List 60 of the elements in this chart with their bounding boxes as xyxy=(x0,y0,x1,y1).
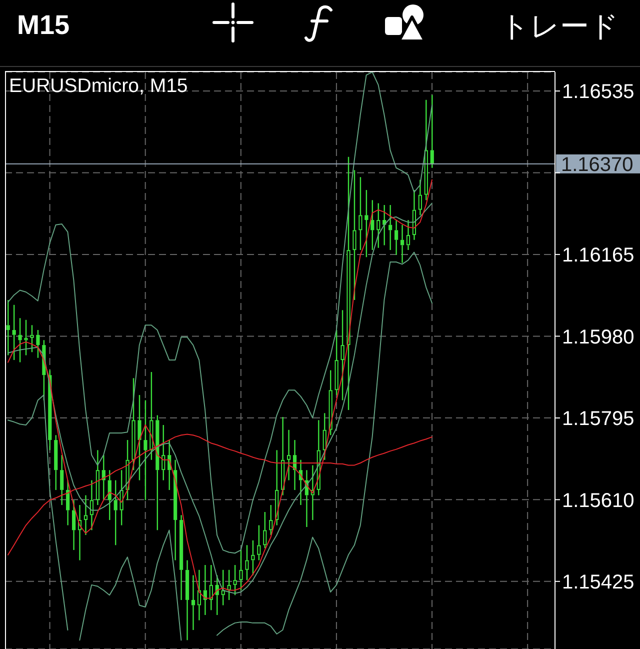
candlestick xyxy=(185,560,190,641)
candlestick xyxy=(376,202,380,248)
text: トレード xyxy=(500,9,619,43)
candlestick xyxy=(30,324,34,353)
candlestick xyxy=(233,564,237,596)
candlestick xyxy=(84,494,88,536)
candlestick xyxy=(352,169,356,301)
candlestick xyxy=(346,156,350,411)
candlestick xyxy=(406,219,410,251)
candlestick xyxy=(364,189,368,258)
candlestick xyxy=(340,310,344,401)
candlestick xyxy=(245,544,249,581)
candlestick xyxy=(66,480,70,526)
candlestick xyxy=(132,378,136,471)
y-tick-label: 1.15610 xyxy=(562,490,634,512)
candlestick xyxy=(269,504,273,536)
candlestick xyxy=(96,450,100,506)
text: M15 xyxy=(17,10,70,40)
candlestick xyxy=(90,480,94,531)
candlestick xyxy=(197,569,202,621)
y-tick-label: 1.16535 xyxy=(562,81,634,104)
candlestick xyxy=(418,179,422,216)
candlestick xyxy=(72,500,76,551)
candlestick xyxy=(144,400,148,501)
candlestick xyxy=(370,200,374,251)
candlestick xyxy=(424,99,428,201)
candlestick xyxy=(24,319,28,356)
candlestick xyxy=(12,304,16,361)
line-series xyxy=(7,72,433,554)
candlestick xyxy=(358,176,362,251)
candlestick xyxy=(191,574,196,631)
candlestick xyxy=(400,224,404,264)
y-tick-label: 1.15795 xyxy=(562,408,634,430)
y-tick-label: 1.15980 xyxy=(562,326,634,348)
candlestick xyxy=(179,514,184,601)
candlestick xyxy=(174,459,178,561)
candlestick xyxy=(257,524,261,561)
ref-line-label: 1.16370 xyxy=(561,154,634,176)
candlestick xyxy=(108,469,112,521)
candlestick xyxy=(60,454,64,506)
candlestick xyxy=(263,511,267,549)
candlestick xyxy=(54,434,58,491)
candlestick xyxy=(36,329,40,358)
candlestick xyxy=(138,394,142,481)
candlestick xyxy=(221,569,225,606)
candlestick xyxy=(18,317,22,363)
candlestick xyxy=(430,94,434,168)
y-tick-label: 1.15425 xyxy=(562,572,634,594)
candlestick xyxy=(388,204,392,251)
candlestick xyxy=(6,299,10,356)
candlestick xyxy=(209,564,213,611)
candlestick xyxy=(286,429,291,481)
candlestick xyxy=(114,480,118,546)
candlestick xyxy=(334,329,338,396)
y-tick-label: 1.16165 xyxy=(562,244,634,267)
candlestick xyxy=(239,549,243,591)
chart-title: EURUSDmicro, M15 xyxy=(9,75,188,97)
candlestick xyxy=(162,424,166,481)
candlestick xyxy=(394,219,398,256)
candlestick xyxy=(251,540,255,576)
